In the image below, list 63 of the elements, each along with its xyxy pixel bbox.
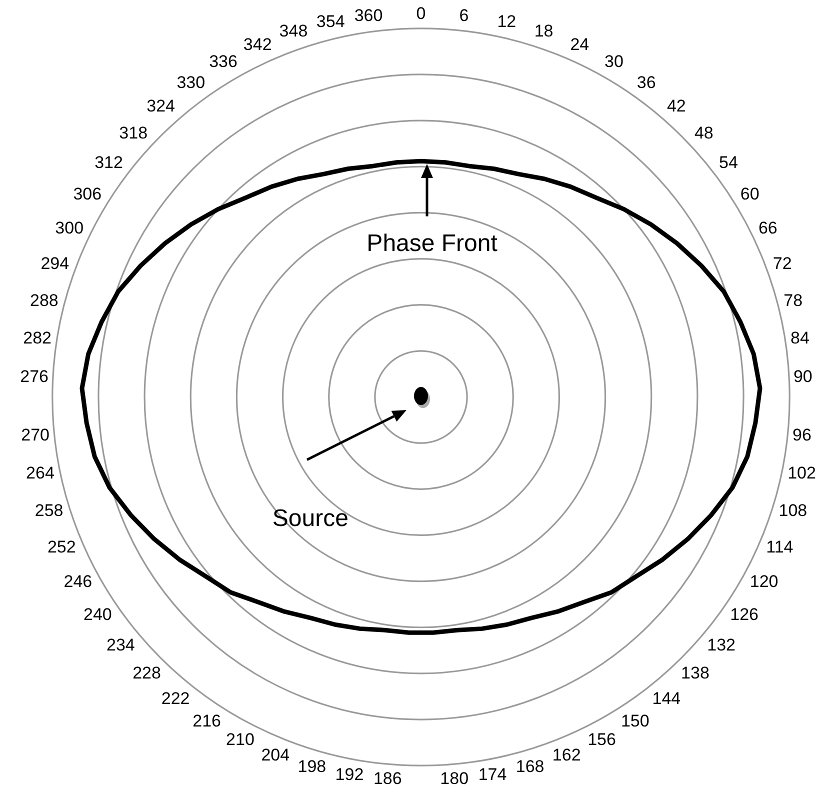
- spoke-label: 306: [73, 184, 102, 204]
- spoke-label: 246: [64, 572, 92, 591]
- spoke-label: 192: [335, 765, 364, 784]
- spoke-label: 42: [666, 96, 686, 116]
- spoke-label: 300: [55, 218, 84, 238]
- spoke-label: 276: [20, 366, 49, 386]
- spoke-label: 138: [681, 664, 710, 683]
- spoke-label: 288: [30, 290, 58, 310]
- spoke-label: 72: [772, 254, 792, 274]
- spoke-label: 336: [209, 52, 238, 72]
- spoke-label: 0: [416, 4, 426, 23]
- spoke-label: 156: [588, 730, 616, 750]
- spoke-label: 222: [161, 689, 190, 708]
- spoke-label: 198: [298, 757, 326, 776]
- spoke-label: 318: [119, 123, 148, 142]
- spoke-label: 150: [620, 711, 650, 730]
- spoke-label: 330: [176, 72, 206, 92]
- spoke-label: 240: [83, 604, 112, 624]
- spoke-label: 30: [604, 52, 624, 72]
- spoke-label: 12: [497, 12, 516, 31]
- spoke-label: 324: [146, 96, 176, 116]
- spoke-label: 6: [459, 6, 469, 25]
- spoke-label: 66: [758, 218, 778, 238]
- spoke-label: 210: [226, 730, 254, 750]
- spoke-label: 90: [793, 366, 812, 386]
- spoke-label: 48: [694, 123, 714, 142]
- spoke-label: 234: [106, 636, 135, 655]
- spoke-label: 360: [354, 6, 383, 25]
- spoke-label: 312: [94, 152, 123, 172]
- spoke-label: 354: [316, 12, 345, 31]
- spoke-label: 186: [373, 768, 402, 788]
- spoke-label: 102: [788, 464, 816, 483]
- spoke-label: 282: [23, 328, 52, 348]
- spoke-label: 168: [516, 757, 544, 776]
- spoke-label: 342: [243, 35, 272, 54]
- spoke-label: 180: [440, 768, 469, 788]
- spoke-label: 216: [192, 711, 222, 730]
- spoke-label: 114: [766, 537, 794, 556]
- spoke-label: 78: [784, 290, 803, 310]
- spoke-label: 264: [26, 464, 54, 483]
- spoke-label: 162: [552, 746, 581, 765]
- spoke-label: 348: [279, 22, 308, 41]
- spoke-label: 24: [570, 35, 590, 54]
- spoke-label: 96: [792, 426, 812, 445]
- spoke-label: 270: [21, 426, 50, 445]
- spoke-label: 174: [478, 765, 507, 784]
- spoke-label: 144: [652, 689, 681, 708]
- spoke-label: 132: [707, 636, 736, 655]
- text: Source: [272, 504, 348, 533]
- spoke-label: 120: [750, 572, 778, 591]
- spoke-label: 252: [47, 537, 76, 556]
- spoke-label: 258: [34, 501, 64, 520]
- text: Phase Front: [366, 230, 498, 258]
- spoke-label: 108: [778, 501, 808, 520]
- spoke-label: 54: [719, 152, 738, 172]
- spoke-label: 294: [40, 254, 70, 274]
- spoke-label: 18: [534, 22, 554, 41]
- spoke-label: 228: [132, 664, 161, 683]
- spoke-label: 84: [790, 328, 810, 348]
- spoke-label: 36: [636, 72, 656, 92]
- spoke-label: 60: [740, 184, 760, 204]
- spoke-label: 126: [730, 604, 759, 624]
- spoke-label: 204: [261, 746, 290, 765]
